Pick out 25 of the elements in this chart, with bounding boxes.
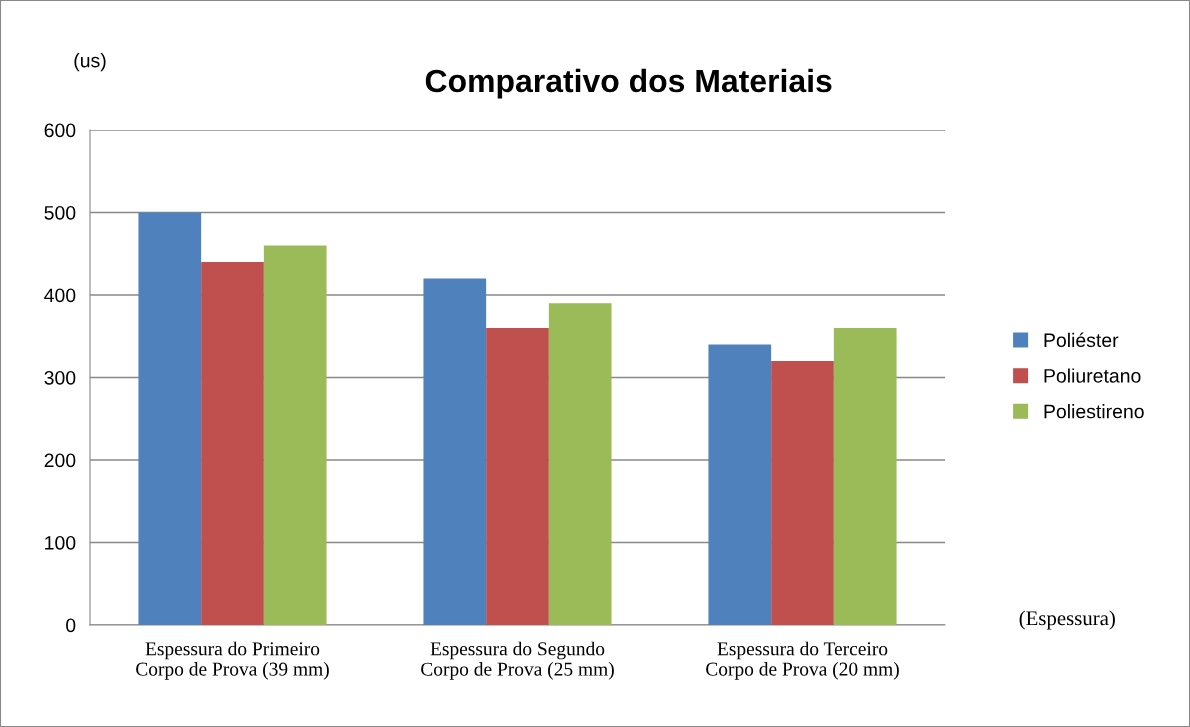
legend-label: Poliuretano — [1044, 368, 1141, 383]
bar — [423, 278, 487, 625]
x-tick-label: Espessura do Primeiro Corpo de Prova (39 mm) — [136, 641, 329, 680]
legend-label: Poliéster — [1044, 332, 1119, 348]
y-tick-label: 200 — [44, 453, 76, 468]
y-tick-label: 300 — [44, 370, 76, 385]
x-tick-label: Espessura do Terceiro Corpo de Prova (20 mm) — [706, 641, 899, 680]
bar — [548, 303, 612, 625]
bar — [708, 344, 772, 625]
y-tick-label: 600 — [44, 123, 76, 138]
x-tick-label: Espessura do Segundo Corpo de Prova (25 mm) — [421, 641, 614, 680]
bar — [833, 328, 897, 625]
bar — [138, 212, 202, 625]
y-tick-label: 400 — [44, 288, 76, 303]
chart-title: Comparativo dos Materiais — [425, 68, 832, 99]
y-tick-label: 100 — [45, 535, 76, 550]
bar — [201, 262, 264, 625]
bar — [771, 361, 834, 625]
y-tick-label: 0 — [66, 618, 76, 633]
legend-label: Poliestireno — [1044, 404, 1144, 419]
y-tick-label: 500 — [44, 205, 76, 220]
y-axis-title: (us) — [74, 53, 106, 72]
x-axis-title: (Espessura) — [1019, 610, 1115, 630]
bar — [486, 328, 549, 625]
bar — [263, 245, 327, 625]
